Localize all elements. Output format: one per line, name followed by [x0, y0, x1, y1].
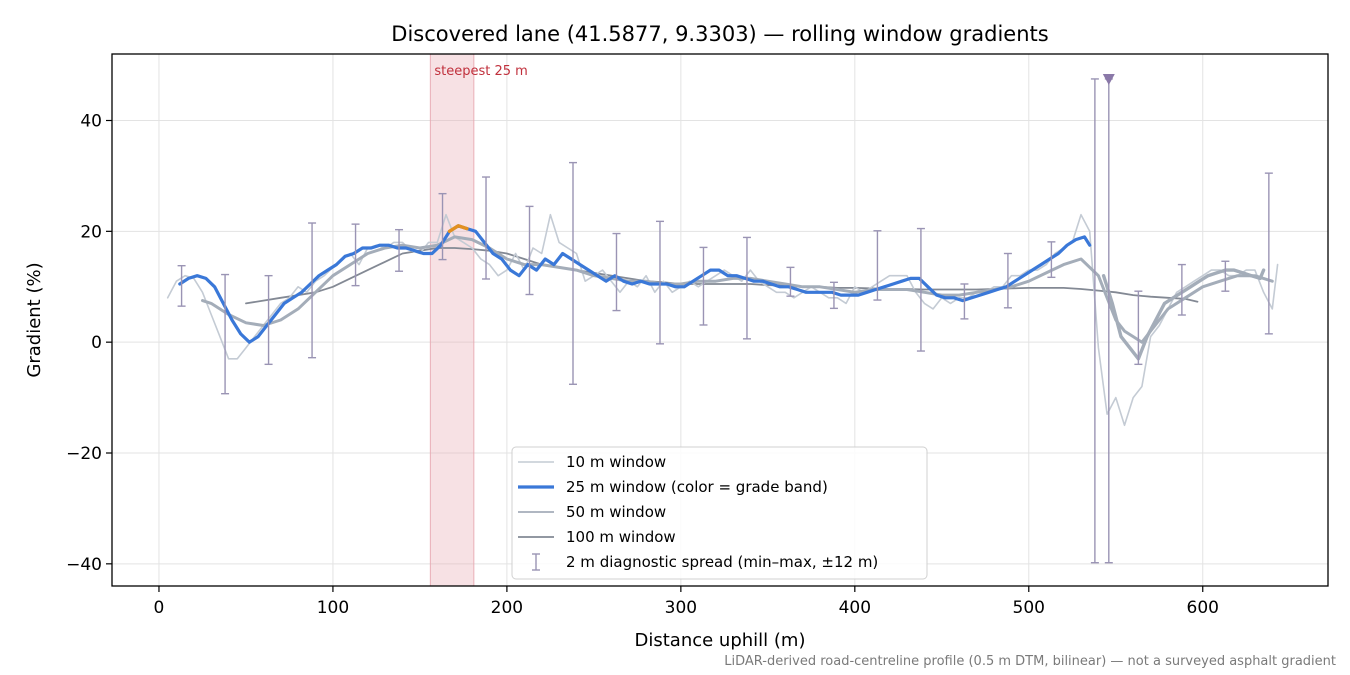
footnote: LiDAR-derived road-centreline profile (0… — [724, 654, 1336, 669]
x-tick-label: 0 — [154, 598, 165, 618]
legend-entry-25m-label: 25 m window (color = grade band) — [566, 478, 828, 496]
series-25m-line — [178, 224, 1092, 344]
x-tick-label: 500 — [1013, 598, 1045, 618]
peak-marker — [1102, 73, 1115, 85]
y-tick-label: −40 — [66, 555, 102, 575]
legend-box — [511, 446, 928, 580]
x-tick-label: 100 — [317, 598, 349, 618]
steepest-span-label: steepest 25 m — [434, 64, 527, 79]
y-tick-label: 40 — [80, 112, 102, 132]
axes-frame — [111, 53, 1329, 587]
series-50m-line — [201, 235, 1274, 344]
x-tick-label: 200 — [491, 598, 523, 618]
steepest-span — [429, 53, 475, 587]
y-axis-title: Gradient (%) — [24, 262, 45, 377]
y-tick-label: −20 — [66, 444, 102, 464]
series-25m-line-low-band — [1101, 268, 1266, 361]
y-tick-label: 20 — [80, 222, 102, 242]
x-axis-title: Distance uphill (m) — [635, 630, 806, 651]
series-10m-line — [166, 213, 1279, 427]
legend-entry-100m-label: 100 m window — [566, 528, 676, 546]
x-tick-label: 400 — [839, 598, 871, 618]
x-tick-label: 600 — [1187, 598, 1219, 618]
legend: 10 m window 25 m window (color = grade ba… — [511, 446, 928, 580]
y-tick-label: 0 — [91, 333, 102, 353]
series-25m-steep-segment — [447, 224, 469, 233]
legend-entry-10m-label: 10 m window — [566, 453, 666, 471]
series-100m-line — [245, 247, 1199, 305]
legend-entry-errbar-label: 2 m diagnostic spread (min–max, ±12 m) — [566, 553, 878, 571]
x-tick-label: 300 — [665, 598, 697, 618]
legend-entry-50m-label: 50 m window — [566, 503, 666, 521]
plot-area: steepest 25 m 0 100 200 300 400 500 600 −40 −20 0 2… — [66, 53, 1329, 618]
chart-title: Discovered lane (41.5877, 9.3303) — roll… — [391, 22, 1048, 46]
